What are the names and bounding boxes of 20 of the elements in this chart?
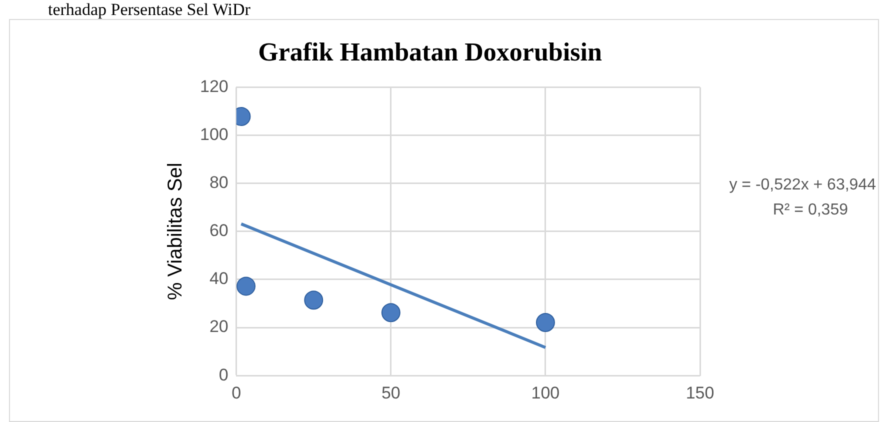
x-tick-label: 0 <box>232 383 242 402</box>
y-tick-label: 40 <box>209 269 228 288</box>
y-tick-label: 20 <box>209 317 228 336</box>
text: R² = 0,359 <box>772 201 848 218</box>
x-tick-label: 100 <box>531 383 560 402</box>
y-tick-label: 80 <box>209 173 228 192</box>
point <box>381 303 400 322</box>
y-tick-label: 0 <box>218 365 228 384</box>
y-tick-label: 100 <box>200 124 228 144</box>
chart-title: Grafik Hambatan Doxorubisin <box>258 37 602 66</box>
point <box>536 312 555 332</box>
y-tick-label: 60 <box>209 221 228 240</box>
point <box>236 276 256 296</box>
x-tick-label: 50 <box>381 383 400 402</box>
y-axis-title: % Viabilitas Sel <box>164 162 187 300</box>
point <box>304 290 324 310</box>
text: y = -0,522x + 63,944 <box>729 176 876 194</box>
y-tick-label: 120 <box>200 76 228 96</box>
text: terhadap Persentase Sel WiDr <box>48 0 250 20</box>
x-tick-label: 150 <box>686 383 714 402</box>
